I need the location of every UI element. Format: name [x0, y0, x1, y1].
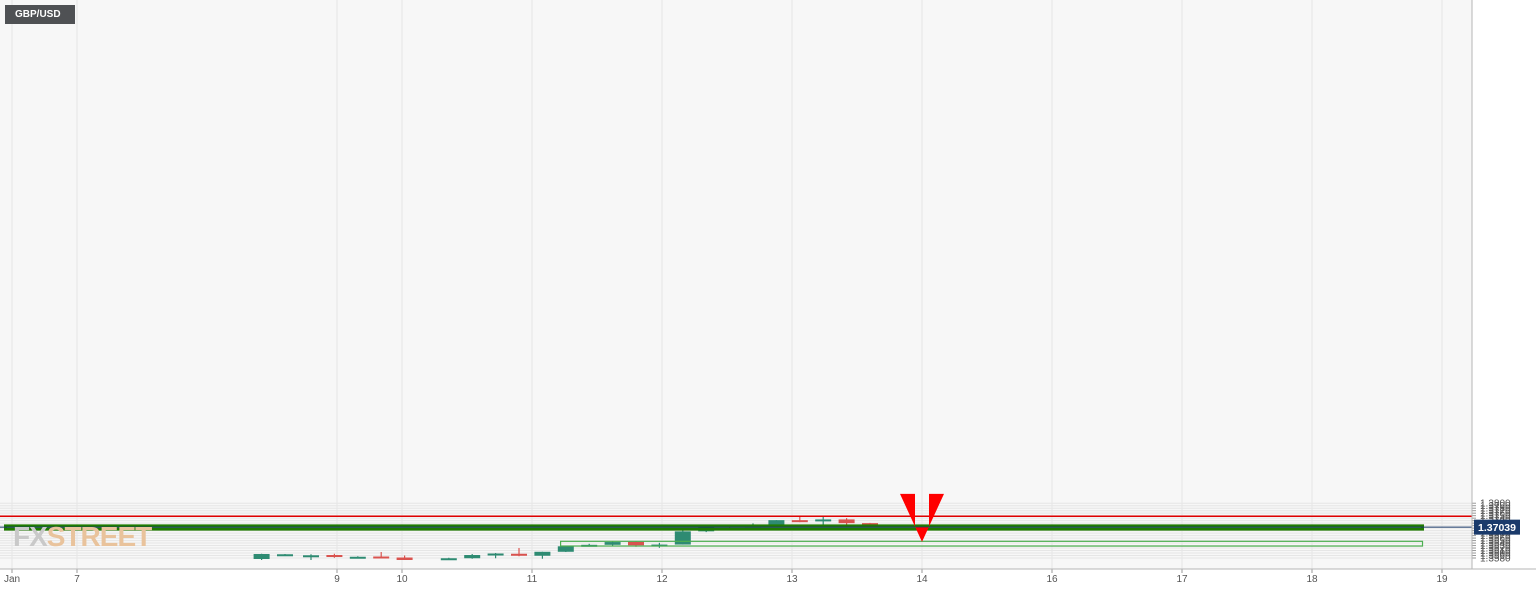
time-tick-label: 10: [396, 574, 408, 585]
target-zone-lower: [559, 540, 1424, 547]
time-tick-label: Jan: [4, 574, 20, 585]
time-tick-label: 18: [1306, 574, 1318, 585]
price-tick-label: 1.3620: [1480, 544, 1511, 555]
candle-bullish: [349, 556, 366, 559]
candle-bullish: [534, 551, 551, 556]
candle-bullish: [464, 555, 481, 559]
price-tick-label: 1.3600: [1480, 549, 1511, 560]
price-tick-label: 1.3610: [1480, 546, 1511, 557]
bearish-arrow-icon: [900, 493, 944, 542]
candle-bearish: [511, 553, 527, 556]
price-tick-label: 1.3580: [1480, 554, 1511, 565]
candle-bullish: [277, 554, 293, 557]
price-tick-label: 1.3660: [1480, 534, 1511, 545]
annotations-layer: [0, 493, 1472, 547]
candle-bullish: [604, 542, 621, 545]
candle-bearish: [326, 555, 343, 558]
time-tick-label: 12: [656, 574, 668, 585]
time-tick-label: 9: [334, 574, 340, 585]
candle-bearish: [838, 519, 855, 524]
time-tick-label: 14: [916, 574, 928, 585]
price-tick-label: 1.3670: [1480, 531, 1511, 542]
candle-bullish: [557, 546, 574, 552]
price-tick-label: 1.3750: [1480, 511, 1511, 522]
plot-background: [0, 0, 1472, 569]
price-tick-label: 1.3630: [1480, 541, 1511, 552]
price-tick-label: 1.3770: [1480, 506, 1511, 517]
candle-bullish: [487, 553, 504, 556]
price-tick-label: 1.3760: [1480, 509, 1511, 520]
price-tick-label: 1.3740: [1480, 514, 1511, 525]
candle-bullish: [674, 531, 691, 545]
time-tick-label: 16: [1046, 574, 1058, 585]
price-axis-background: [1472, 0, 1536, 569]
time-tick-label: 7: [74, 574, 80, 585]
candle-bullish: [253, 554, 270, 559]
price-tick-label: 1.3640: [1480, 539, 1511, 550]
time-axis-background: [0, 569, 1536, 589]
current-price-label: 1.37039: [1478, 522, 1516, 534]
candle-bearish: [396, 557, 413, 560]
time-tick-label: 17: [1176, 574, 1188, 585]
symbol-label: GBP/USD: [5, 5, 75, 24]
candle-bearish: [373, 556, 390, 559]
time-tick-label: 13: [786, 574, 798, 585]
candle-bullish: [815, 519, 832, 522]
time-tick-label: 11: [527, 574, 538, 585]
fxstreet-logo: FXSTREET: [13, 521, 152, 553]
candle-bullish: [303, 555, 319, 558]
candle-bearish: [791, 520, 808, 523]
candle-bearish: [628, 541, 644, 546]
candle-bullish: [768, 520, 785, 526]
price-tick-label: 1.3590: [1480, 551, 1511, 562]
logo-fx: FX: [13, 521, 48, 552]
price-axis[interactable]: 1.35801.35901.36001.36101.36201.36301.36…: [1471, 0, 1520, 569]
current-price-badge: [1474, 519, 1520, 535]
candle-bullish: [440, 558, 457, 561]
price-tick-label: 1.3800: [1480, 499, 1511, 510]
time-axis[interactable]: Jan7910111213141617181920: [0, 568, 1536, 585]
price-tick-label: 1.3780: [1480, 504, 1511, 515]
price-tick-label: 1.3650: [1480, 536, 1511, 547]
price-tick-label: 1.3790: [1480, 501, 1511, 512]
time-tick-label: 19: [1436, 574, 1448, 585]
logo-street: STREET: [46, 521, 152, 552]
